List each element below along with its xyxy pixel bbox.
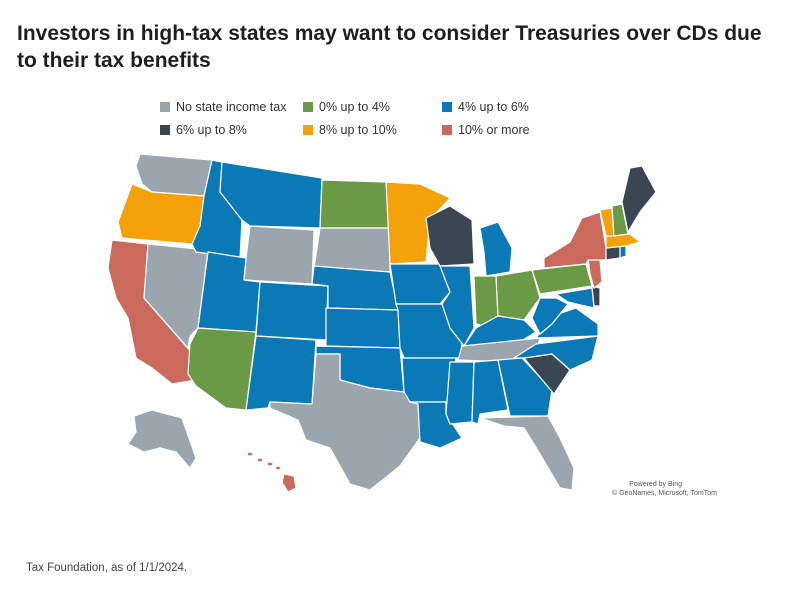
legend-swatch	[303, 125, 313, 135]
state-IL[interactable]	[439, 265, 475, 347]
state-LA[interactable]	[409, 401, 463, 449]
legend-swatch	[303, 102, 313, 112]
us-map	[107, 153, 657, 493]
state-ND[interactable]	[319, 179, 391, 229]
legend-label: 4% up to 6%	[458, 100, 529, 114]
state-DE[interactable]	[591, 285, 601, 307]
state-FL[interactable]	[479, 415, 575, 491]
legend-swatch	[442, 102, 452, 112]
legend-item-10-plus: 10% or more	[442, 123, 530, 137]
legend-item-8-10: 8% up to 10%	[303, 123, 397, 137]
state-MD[interactable]	[555, 287, 595, 309]
state-NY[interactable]	[543, 211, 607, 269]
chart-title: Investors in high-tax states may want to…	[17, 22, 762, 72]
state-NH[interactable]	[611, 203, 629, 237]
legend-label: 10% or more	[458, 123, 530, 137]
state-RI[interactable]	[619, 245, 627, 259]
state-HI[interactable]	[246, 451, 297, 493]
state-WI[interactable]	[425, 205, 475, 267]
state-CO[interactable]	[255, 281, 329, 341]
state-WY[interactable]	[243, 225, 315, 285]
state-NC[interactable]	[513, 335, 599, 371]
state-ME[interactable]	[621, 165, 657, 233]
state-KS[interactable]	[325, 307, 401, 349]
attribution-powered: Powered by Bing	[629, 481, 682, 488]
attribution-copyright: © GeoNames, Microsoft, TomTom	[612, 490, 717, 497]
legend-label: 0% up to 4%	[319, 100, 390, 114]
state-AZ[interactable]	[187, 327, 257, 411]
state-NM[interactable]	[245, 335, 317, 411]
state-SD[interactable]	[313, 227, 391, 273]
state-MI[interactable]	[479, 221, 513, 277]
legend-item-0-4: 0% up to 4%	[303, 100, 390, 114]
map-attribution: Powered by Bing © GeoNames, Microsoft, T…	[612, 480, 717, 498]
state-MS[interactable]	[445, 361, 475, 425]
legend-swatch	[442, 125, 452, 135]
state-AK[interactable]	[127, 409, 197, 469]
legend-item-4-6: 4% up to 6%	[442, 100, 529, 114]
state-IA[interactable]	[389, 263, 451, 305]
state-WV[interactable]	[531, 297, 569, 335]
legend-label: No state income tax	[176, 100, 287, 114]
legend-label: 6% up to 8%	[176, 123, 247, 137]
legend-label: 8% up to 10%	[319, 123, 397, 137]
legend-swatch	[160, 125, 170, 135]
state-TX[interactable]	[269, 353, 421, 491]
legend-item-no-tax: No state income tax	[160, 100, 286, 114]
legend-swatch	[160, 102, 170, 112]
state-OH[interactable]	[495, 269, 541, 321]
source-note: Tax Foundation, as of 1/1/2024.	[26, 562, 188, 574]
legend-item-6-8: 6% up to 8%	[160, 123, 247, 137]
